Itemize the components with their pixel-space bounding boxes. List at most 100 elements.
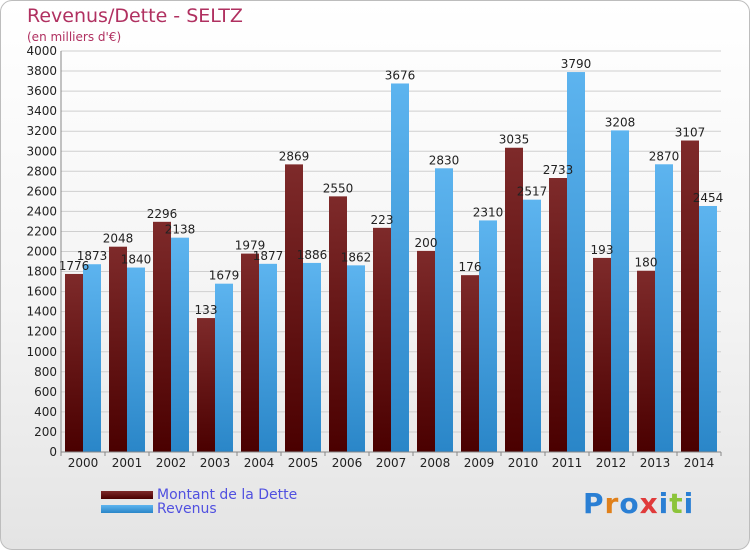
data-label-revenus: 2138 bbox=[165, 223, 196, 237]
y-tick-label: 3400 bbox=[26, 104, 57, 118]
y-tick-label: 2400 bbox=[26, 204, 57, 218]
data-label-revenus: 1877 bbox=[253, 249, 284, 263]
data-label-dette: 2550 bbox=[323, 181, 354, 195]
x-tick-label: 2010 bbox=[508, 456, 539, 470]
data-label-dette: 2869 bbox=[279, 149, 310, 163]
bar-dette bbox=[329, 196, 347, 452]
y-tick-label: 1600 bbox=[26, 285, 57, 299]
data-label-dette: 223 bbox=[371, 213, 394, 227]
bar-dette bbox=[109, 246, 127, 452]
logo-letter: x bbox=[639, 487, 659, 520]
x-tick-label: 2012 bbox=[596, 456, 627, 470]
bar-dette bbox=[593, 257, 611, 452]
legend-label-revenus: Revenus bbox=[157, 501, 217, 517]
x-tick-label: 2002 bbox=[156, 456, 187, 470]
axis-layer: 0 200 400 600 800 1000 1200 1400 1600 1800 2000 220… bbox=[26, 44, 722, 470]
data-label-dette: 2296 bbox=[147, 207, 178, 221]
data-label-dette: 3107 bbox=[675, 126, 706, 140]
legend-swatch-revenus bbox=[101, 505, 153, 513]
y-tick-label: 2200 bbox=[26, 224, 57, 238]
bar-dette bbox=[461, 275, 479, 452]
x-tick-label: 2006 bbox=[332, 456, 363, 470]
y-tick-label: 2600 bbox=[26, 184, 57, 198]
data-label-revenus: 2517 bbox=[517, 185, 548, 199]
y-tick-label: 400 bbox=[34, 405, 57, 419]
bar-revenus bbox=[655, 164, 673, 452]
bar-revenus bbox=[699, 205, 717, 452]
bar-dette bbox=[549, 178, 567, 452]
data-label-dette: 180 bbox=[635, 256, 658, 270]
bar-dette bbox=[285, 164, 303, 452]
chart-subtitle: (en milliers d'€) bbox=[27, 30, 122, 44]
x-tick-label: 2009 bbox=[464, 456, 495, 470]
bar-dette bbox=[197, 318, 215, 452]
logo-letter: o bbox=[619, 487, 640, 520]
data-label-revenus: 3790 bbox=[561, 57, 592, 71]
logo-letter: r bbox=[604, 487, 620, 520]
bar-revenus bbox=[523, 199, 541, 452]
bar-dette bbox=[65, 273, 83, 452]
y-tick-label: 2800 bbox=[26, 164, 57, 178]
y-tick-label: 1800 bbox=[26, 265, 57, 279]
y-tick-label: 3200 bbox=[26, 124, 57, 138]
data-label-revenus: 1679 bbox=[209, 269, 240, 283]
y-tick-label: 1400 bbox=[26, 305, 57, 319]
data-label-dette: 1776 bbox=[59, 259, 90, 273]
data-label-revenus: 1873 bbox=[77, 249, 108, 263]
x-tick-label: 2007 bbox=[376, 456, 407, 470]
bar-revenus bbox=[435, 168, 453, 453]
bar-dette bbox=[241, 253, 259, 452]
legend-item-revenus: Revenus bbox=[101, 501, 217, 517]
x-tick-label: 2013 bbox=[640, 456, 671, 470]
bar-revenus bbox=[391, 83, 409, 452]
y-tick-label: 200 bbox=[34, 425, 57, 439]
bar-dette bbox=[153, 221, 171, 452]
y-tick-label: 2000 bbox=[26, 245, 57, 259]
y-tick-label: 3600 bbox=[26, 84, 57, 98]
data-label-dette: 193 bbox=[591, 243, 614, 257]
bar-revenus bbox=[259, 263, 277, 452]
bar-revenus bbox=[303, 262, 321, 452]
bar-revenus bbox=[567, 72, 585, 453]
x-tick-label: 2003 bbox=[200, 456, 231, 470]
data-label-revenus: 2870 bbox=[649, 149, 680, 163]
bar-dette bbox=[681, 140, 699, 452]
x-tick-label: 2005 bbox=[288, 456, 319, 470]
logo-letter: t bbox=[669, 487, 684, 520]
proxiti-logo: Proxiti bbox=[583, 487, 694, 520]
y-tick-label: 3000 bbox=[26, 144, 57, 158]
bars-layer bbox=[65, 72, 717, 453]
x-tick-label: 2008 bbox=[420, 456, 451, 470]
bar-revenus bbox=[215, 283, 233, 452]
y-tick-label: 600 bbox=[34, 385, 57, 399]
bar-dette bbox=[417, 250, 435, 452]
data-label-dette: 176 bbox=[459, 260, 482, 274]
x-tick-label: 2000 bbox=[68, 456, 99, 470]
data-label-dette: 200 bbox=[415, 236, 438, 250]
x-tick-label: 2004 bbox=[244, 456, 275, 470]
data-label-revenus: 1862 bbox=[341, 250, 372, 264]
bar-revenus bbox=[127, 267, 145, 452]
data-label-dette: 3035 bbox=[499, 133, 530, 147]
data-label-dette: 1979 bbox=[235, 239, 266, 253]
y-tick-label: 1000 bbox=[26, 345, 57, 359]
data-label-revenus: 2310 bbox=[473, 205, 504, 219]
bar-revenus bbox=[479, 220, 497, 452]
data-label-revenus: 3208 bbox=[605, 115, 636, 129]
data-label-dette: 2733 bbox=[543, 163, 574, 177]
logo-letter: i bbox=[683, 487, 695, 520]
x-tick-label: 2014 bbox=[684, 456, 715, 470]
data-label-revenus: 1886 bbox=[297, 248, 328, 262]
data-label-dette: 2048 bbox=[103, 232, 134, 246]
bar-revenus bbox=[347, 265, 365, 452]
data-label-revenus: 2454 bbox=[693, 191, 724, 205]
data-label-revenus: 3676 bbox=[385, 68, 416, 82]
data-label-revenus: 1840 bbox=[121, 253, 152, 267]
y-tick-label: 4000 bbox=[26, 44, 57, 58]
data-label-dette: 133 bbox=[195, 303, 218, 317]
bar-dette bbox=[505, 147, 523, 452]
y-tick-label: 1200 bbox=[26, 325, 57, 339]
x-tick-label: 2011 bbox=[552, 456, 583, 470]
